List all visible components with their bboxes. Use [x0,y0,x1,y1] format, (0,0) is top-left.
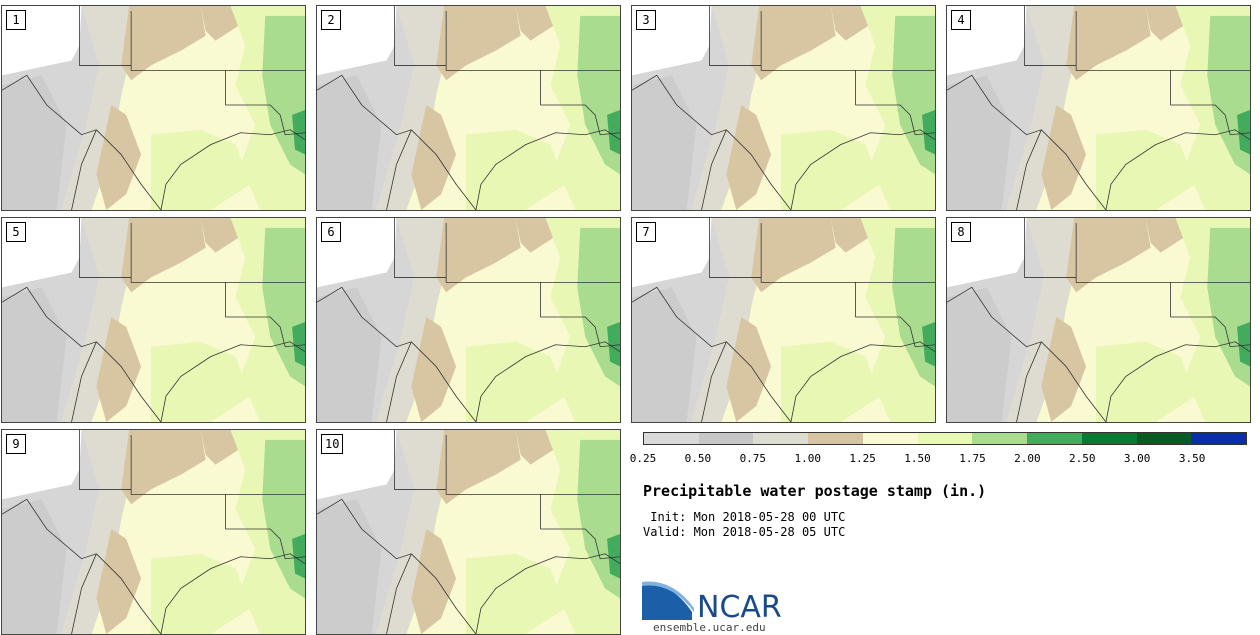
panel-number: 9 [6,434,26,454]
colorbar-swatch [753,433,809,444]
map-image [317,218,620,422]
panel-number: 8 [951,222,971,242]
colorbar-swatch [1136,433,1192,444]
map-panel: 2 [316,5,621,211]
panel-number: 3 [636,10,656,30]
map-image [317,6,620,210]
panel-number: 2 [321,10,341,30]
panel-number: 5 [6,222,26,242]
map-image [947,218,1250,422]
colorbar-label: 2.50 [1069,452,1096,465]
map-panel: 6 [316,217,621,423]
panel-number: 10 [321,434,344,454]
colorbar-label: 0.25 [629,452,657,465]
map-panel: 5 [1,217,306,423]
colorbar-swatch [972,433,1028,444]
map-panel: 9 [1,429,306,635]
ncar-logo-text: NCAR [697,590,782,620]
colorbar-label: 3.50 [1178,452,1206,465]
colorbar-swatch [698,433,754,444]
map-panel: 1 [1,5,306,211]
ncar-logo: NCAR [642,581,782,620]
panel-number: 4 [951,10,971,30]
colorbar-labels: 0.25 0.50 0.75 1.00 1.25 1.50 1.75 2.00 2.50 3.00… [629,452,1259,466]
colorbar-label: 0.75 [739,452,767,465]
panel-number: 1 [6,10,26,30]
colorbar-label: 0.50 [684,452,712,465]
colorbar-swatch [917,433,973,444]
colorbar-swatch [1027,433,1082,444]
panel-number: 7 [636,222,656,242]
valid-time: Valid: Mon 2018-05-28 05 UTC [643,525,846,539]
map-panel: 3 [631,5,936,211]
colorbar-label: 3.00 [1123,452,1151,465]
map-panel: 7 [631,217,936,423]
colorbar-swatch [644,433,699,444]
panel-number: 6 [321,222,341,242]
map-image [2,6,305,210]
colorbar [643,432,1247,445]
map-image [947,6,1250,210]
colorbar-swatch [862,433,918,444]
colorbar-label: 1.25 [849,452,876,465]
colorbar-label: 1.00 [794,452,821,465]
map-image [2,430,305,634]
logo-url: ensemble.ucar.edu [653,621,766,634]
map-panel: 4 [946,5,1251,211]
map-image [317,430,620,634]
plot-title: Precipitable water postage stamp (in.) [643,482,987,500]
colorbar-swatch [808,433,863,444]
map-image [632,218,935,422]
map-image [632,6,935,210]
map-image [2,218,305,422]
colorbar-label: 1.75 [959,452,986,465]
map-panel: 10 [316,429,621,635]
colorbar-label: 1.50 [904,452,931,465]
colorbar-label: 2.00 [1014,452,1041,465]
colorbar-swatch [1081,433,1137,444]
init-time: Init: Mon 2018-05-28 00 UTC [643,510,846,524]
colorbar-swatch [1191,433,1247,444]
map-panel: 8 [946,217,1251,423]
